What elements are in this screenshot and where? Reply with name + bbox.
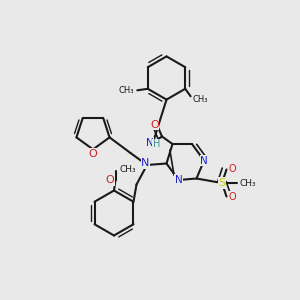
Text: O: O bbox=[88, 149, 98, 159]
Text: N: N bbox=[175, 175, 182, 185]
Text: O: O bbox=[229, 191, 236, 202]
Text: O: O bbox=[229, 164, 236, 175]
Text: CH₃: CH₃ bbox=[240, 178, 256, 188]
Text: S: S bbox=[218, 178, 226, 188]
Text: CH₃: CH₃ bbox=[119, 165, 136, 174]
Text: CH₃: CH₃ bbox=[192, 95, 208, 104]
Text: N: N bbox=[146, 137, 153, 148]
Text: N: N bbox=[141, 158, 150, 169]
Text: O: O bbox=[150, 119, 159, 130]
Text: CH₃: CH₃ bbox=[118, 86, 134, 95]
Text: N: N bbox=[200, 155, 208, 166]
Text: H: H bbox=[153, 139, 160, 149]
Text: O: O bbox=[106, 175, 115, 185]
